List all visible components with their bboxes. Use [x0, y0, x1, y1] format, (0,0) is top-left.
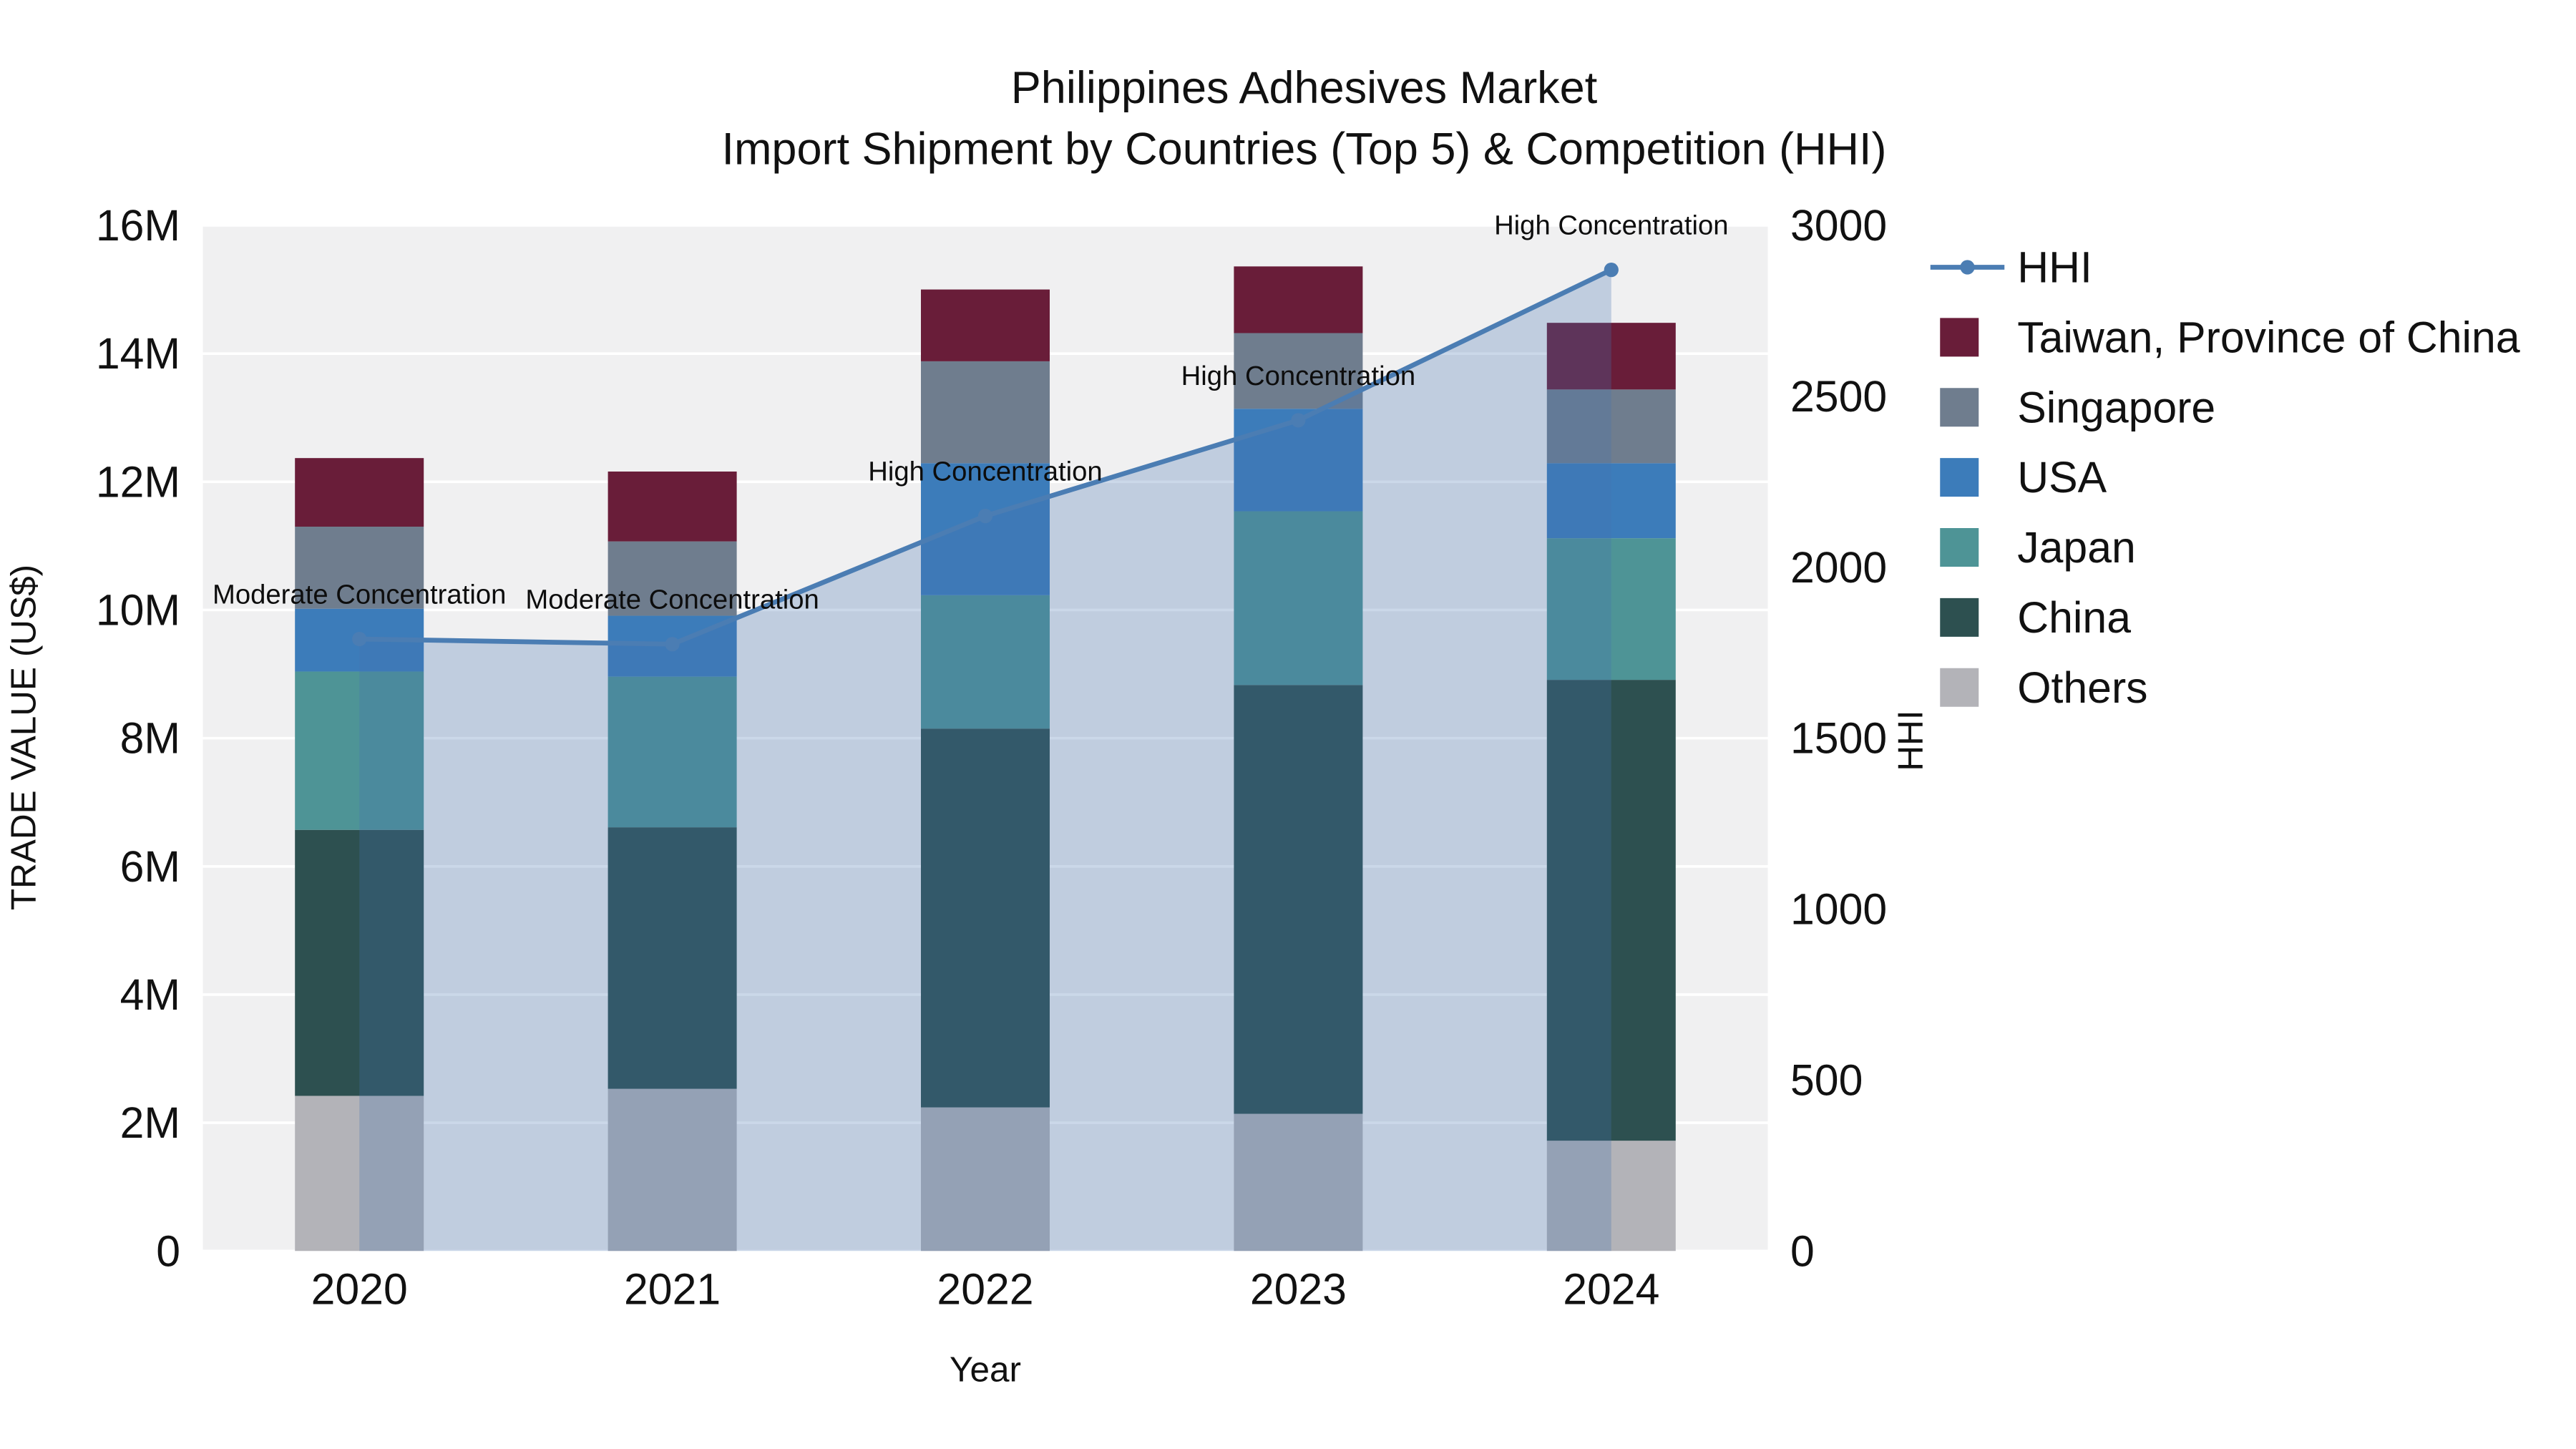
legend-swatch	[1940, 388, 1979, 427]
bar-segment-japan-2020	[295, 671, 424, 830]
y-left-tick-0: 0	[156, 1226, 180, 1275]
hhi-point-2022	[977, 508, 993, 524]
y-left-axis-title: TRADE VALUE (US$)	[4, 565, 44, 910]
y-right-tick-2000: 2000	[1790, 543, 1887, 592]
hhi-point-2021	[665, 637, 680, 652]
bar-segment-japan-2023	[1234, 511, 1363, 686]
bar-segment-china-2024	[1546, 680, 1676, 1141]
bar-segment-usa-2022	[921, 463, 1050, 595]
legend-item-hhi[interactable]: HHI	[1930, 243, 2092, 292]
legend-line-marker-icon	[1960, 260, 1975, 275]
annotations: Moderate Concentration Moderate Concentra…	[213, 210, 1729, 615]
legend-swatch	[1940, 528, 1979, 567]
bar-segment-singapore-2023	[1234, 333, 1363, 409]
y-left-tick-2M: 2M	[120, 1098, 180, 1147]
y-left-tick-8M: 8M	[120, 714, 180, 763]
legend-item-taiwan-province-of-china[interactable]: Taiwan, Province of China	[1940, 313, 2520, 361]
bar-segment-taiwan-province-of-china-2021	[608, 471, 737, 542]
x-tick-2020: 2020	[311, 1265, 408, 1314]
y-left-tick-4M: 4M	[120, 970, 180, 1019]
bar-segment-taiwan-province-of-china-2020	[295, 458, 424, 527]
annotation-2024: High Concentration	[1494, 210, 1728, 241]
bar-segment-taiwan-province-of-china-2022	[921, 289, 1050, 361]
hhi-point-2020	[352, 631, 367, 647]
y-left-tick-14M: 14M	[96, 329, 180, 378]
bar-segment-others-2024	[1546, 1141, 1676, 1252]
y-left-tick-12M: 12M	[96, 457, 180, 506]
bar-segment-singapore-2020	[295, 527, 424, 609]
hhi-area-fill	[359, 270, 1611, 1252]
legend-swatch	[1940, 458, 1979, 497]
legend-label: USA	[2017, 453, 2107, 502]
legend-label: Japan	[2017, 523, 2136, 572]
y-left-tick-16M: 16M	[96, 201, 180, 250]
bar-segment-china-2022	[921, 728, 1050, 1108]
bar-segment-china-2020	[295, 829, 424, 1096]
y-right-tick-2500: 2500	[1790, 372, 1887, 421]
bar-segment-japan-2021	[608, 676, 737, 828]
legend-label: Others	[2017, 663, 2147, 712]
y-right-tick-1000: 1000	[1790, 885, 1887, 934]
bar-segment-others-2020	[295, 1096, 424, 1252]
bar-segment-singapore-2021	[608, 541, 737, 616]
bar-segment-usa-2024	[1546, 463, 1676, 539]
y-right-tick-500: 500	[1790, 1055, 1863, 1104]
legend-item-japan[interactable]: Japan	[1940, 523, 2136, 572]
legend-label: China	[2017, 593, 2131, 642]
hhi-point-2023	[1291, 413, 1306, 428]
annotation-2021: Moderate Concentration	[525, 585, 819, 615]
legend-label: Taiwan, Province of China	[2017, 313, 2520, 361]
legend-swatch	[1940, 318, 1979, 357]
y-right-tick-3000: 3000	[1790, 201, 1887, 250]
legend: HHI Taiwan, Province of China Singapore USA…	[1930, 243, 2520, 712]
x-axis-title: Year	[950, 1350, 1021, 1390]
annotation-2022: High Concentration	[868, 457, 1102, 487]
bar-segment-taiwan-province-of-china-2024	[1546, 323, 1676, 390]
hhi-point-2024	[1604, 262, 1619, 278]
bar-segment-others-2022	[921, 1107, 1050, 1252]
chart-subtitle: Import Shipment by Countries (Top 5) & C…	[721, 125, 1886, 175]
legend-swatch	[1940, 597, 1979, 637]
x-tick-2021: 2021	[624, 1265, 721, 1314]
bar-segment-singapore-2024	[1546, 389, 1676, 464]
legend-item-china[interactable]: China	[1940, 593, 2131, 642]
bar-segment-others-2021	[608, 1088, 737, 1252]
x-tick-2024: 2024	[1563, 1265, 1659, 1314]
legend-item-singapore[interactable]: Singapore	[1940, 383, 2215, 431]
x-tick-2022: 2022	[937, 1265, 1033, 1314]
plot-area	[203, 224, 1768, 1253]
legend-item-usa[interactable]: USA	[1940, 453, 2107, 502]
y-right-tick-1500: 1500	[1790, 714, 1887, 763]
axes: 0 2M 4M 6M 8M 10M 12M 14M 16M 0 500 1000 1500 2000 250…	[96, 201, 1887, 1314]
bar-segment-china-2023	[1234, 685, 1363, 1114]
bar-segment-singapore-2022	[921, 361, 1050, 464]
chart-title: Philippines Adhesives Market	[1011, 63, 1598, 113]
y-left-tick-6M: 6M	[120, 842, 180, 891]
bar-segment-china-2021	[608, 827, 737, 1089]
y-left-tick-10M: 10M	[96, 585, 180, 634]
legend-swatch	[1940, 668, 1979, 707]
annotation-2023: High Concentration	[1181, 361, 1415, 391]
bar-segment-taiwan-province-of-china-2023	[1234, 266, 1363, 333]
legend-item-others[interactable]: Others	[1940, 663, 2148, 712]
x-tick-2023: 2023	[1250, 1265, 1347, 1314]
y-right-axis-title: HHI	[1891, 710, 1931, 771]
bar-segment-japan-2022	[921, 595, 1050, 729]
annotation-2020: Moderate Concentration	[213, 580, 506, 610]
legend-label: Singapore	[2017, 383, 2215, 431]
y-right-tick-0: 0	[1790, 1226, 1815, 1275]
bar-segment-japan-2024	[1546, 538, 1676, 680]
bar-segment-others-2023	[1234, 1113, 1363, 1252]
legend-label: HHI	[2017, 243, 2092, 292]
